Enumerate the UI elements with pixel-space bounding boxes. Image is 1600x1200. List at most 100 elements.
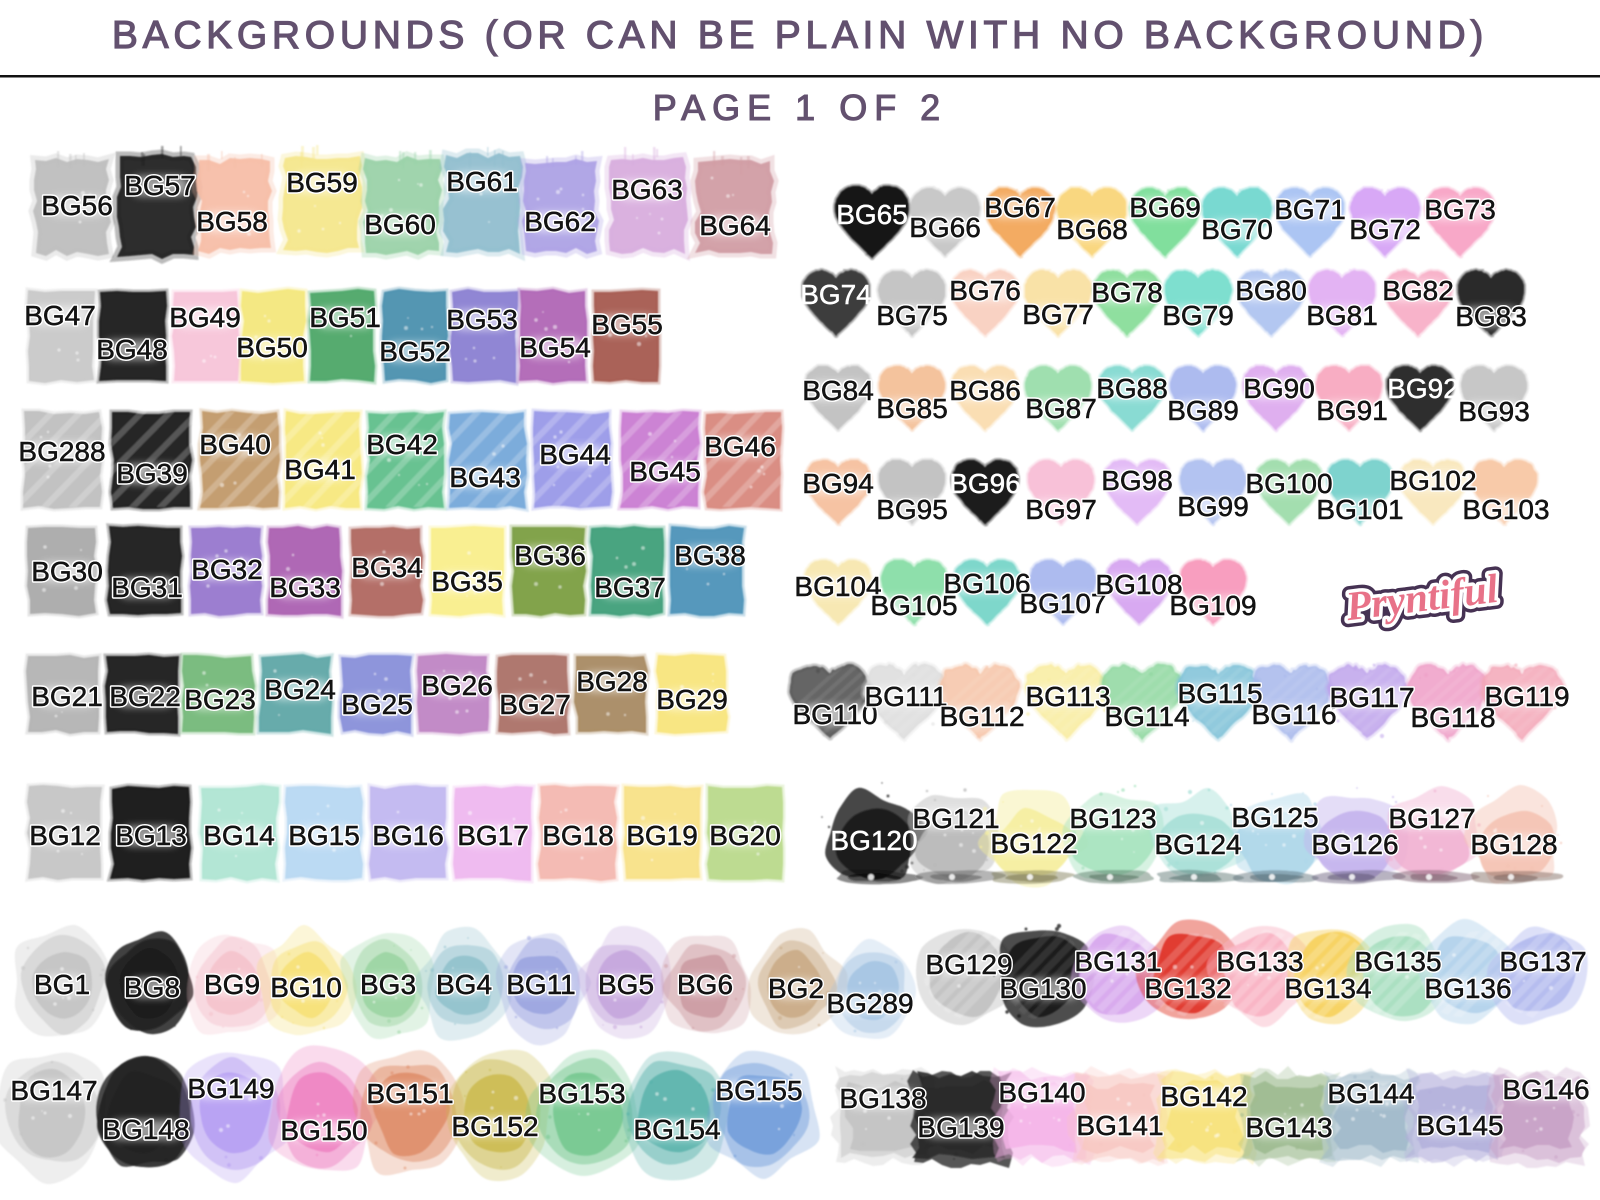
svg-text:BG67: BG67 [984,192,1056,223]
svg-text:BG127: BG127 [1388,803,1475,834]
svg-text:BG84: BG84 [802,375,874,406]
svg-text:BG109: BG109 [1169,590,1256,621]
svg-text:BG15: BG15 [288,820,360,851]
svg-text:BG121: BG121 [912,803,999,834]
svg-text:BG134: BG134 [1284,973,1371,1004]
svg-text:BG54: BG54 [519,332,591,363]
svg-text:BG289: BG289 [826,988,913,1019]
svg-text:BG289: BG289 [826,988,913,1019]
svg-text:BG63: BG63 [611,174,683,205]
svg-text:BG60: BG60 [364,209,436,240]
svg-text:BG85: BG85 [876,393,948,424]
svg-text:BG43: BG43 [449,462,521,493]
svg-text:BG102: BG102 [1389,465,1476,496]
svg-text:BG74: BG74 [800,279,872,310]
svg-text:BG149: BG149 [187,1073,274,1104]
svg-text:BG89: BG89 [1167,395,1239,426]
svg-text:BG17: BG17 [457,820,529,851]
svg-text:BG101: BG101 [1316,494,1403,525]
svg-text:BG14: BG14 [203,820,275,851]
svg-text:BG22: BG22 [109,681,181,712]
svg-text:BG120: BG120 [830,825,917,856]
svg-text:BG10: BG10 [270,972,342,1003]
svg-text:BG97: BG97 [1025,494,1097,525]
svg-text:BG63: BG63 [611,174,683,205]
svg-text:BG4: BG4 [436,969,492,1000]
svg-text:BG98: BG98 [1101,465,1173,496]
svg-text:BG137: BG137 [1499,946,1586,977]
svg-text:BG89: BG89 [1167,395,1239,426]
svg-text:BG117: BG117 [1329,682,1414,713]
svg-text:BG48: BG48 [96,334,168,365]
svg-text:BG23: BG23 [184,684,256,715]
svg-text:BG47: BG47 [24,300,96,331]
svg-text:BG110: BG110 [792,699,877,730]
svg-text:BG68: BG68 [1056,214,1128,245]
svg-text:BG107: BG107 [1019,588,1106,619]
svg-text:BG25: BG25 [341,689,413,720]
svg-text:BG119: BG119 [1484,681,1569,712]
svg-text:BG28: BG28 [576,666,648,697]
svg-text:BG60: BG60 [364,209,436,240]
svg-text:BG123: BG123 [1069,803,1156,834]
svg-text:BG132: BG132 [1144,973,1231,1004]
svg-text:BG64: BG64 [699,210,771,241]
svg-text:BG105: BG105 [870,590,957,621]
svg-text:BG9: BG9 [204,969,260,1000]
svg-text:BG20: BG20 [709,820,781,851]
svg-text:BG148: BG148 [102,1114,189,1145]
svg-text:BG46: BG46 [704,431,776,462]
svg-text:BG11: BG11 [506,969,576,1000]
svg-text:BG129: BG129 [925,949,1012,980]
svg-text:BG90: BG90 [1243,373,1315,404]
svg-text:BG45: BG45 [629,456,701,487]
svg-text:BG103: BG103 [1462,494,1549,525]
svg-text:BG4: BG4 [436,969,492,1000]
svg-text:BG116: BG116 [1251,699,1336,730]
svg-text:BG18: BG18 [542,820,614,851]
svg-text:BG44: BG44 [539,439,611,470]
svg-text:BG70: BG70 [1201,214,1273,245]
svg-text:BG77: BG77 [1022,299,1094,330]
svg-text:BG35: BG35 [431,566,503,597]
svg-text:BG26: BG26 [421,670,493,701]
svg-text:BG111: BG111 [864,681,947,712]
svg-text:BG112: BG112 [939,701,1024,732]
svg-text:BG130: BG130 [999,973,1086,1004]
svg-text:BG9: BG9 [204,969,260,1000]
svg-text:BG153: BG153 [538,1078,625,1109]
svg-text:BG14: BG14 [203,820,275,851]
svg-text:BG133: BG133 [1216,946,1303,977]
svg-text:BG31: BG31 [111,572,183,603]
svg-text:BG91: BG91 [1316,395,1388,426]
svg-text:BG144: BG144 [1327,1078,1414,1109]
svg-text:BG40: BG40 [199,429,271,460]
svg-text:BG3: BG3 [360,969,416,1000]
svg-text:BG42: BG42 [366,429,438,460]
svg-text:BG101: BG101 [1316,494,1403,525]
svg-text:BG83: BG83 [1455,301,1527,332]
svg-text:BG67: BG67 [984,192,1056,223]
svg-text:BG27: BG27 [499,689,571,720]
svg-text:BG38: BG38 [674,540,746,571]
svg-text:BG80: BG80 [1235,275,1307,306]
svg-text:BG57: BG57 [124,170,196,201]
svg-text:BG27: BG27 [499,689,571,720]
svg-text:BG106: BG106 [943,568,1030,599]
svg-text:BG33: BG33 [269,572,341,603]
svg-text:BG35: BG35 [431,566,503,597]
svg-text:BG100: BG100 [1245,468,1332,499]
svg-text:BG2: BG2 [768,973,824,1004]
svg-text:BG141: BG141 [1076,1110,1163,1141]
svg-text:BG49: BG49 [169,302,241,333]
svg-text:BG19: BG19 [626,820,698,851]
svg-text:BG17: BG17 [457,820,529,851]
svg-text:BG124: BG124 [1154,829,1241,860]
svg-text:BG151: BG151 [366,1078,453,1109]
svg-text:BG20: BG20 [709,820,781,851]
svg-text:BG2: BG2 [768,973,824,1004]
svg-text:BG46: BG46 [704,431,776,462]
svg-text:BG21: BG21 [31,681,103,712]
svg-text:BG36: BG36 [514,540,586,571]
svg-text:BG29: BG29 [656,684,728,715]
